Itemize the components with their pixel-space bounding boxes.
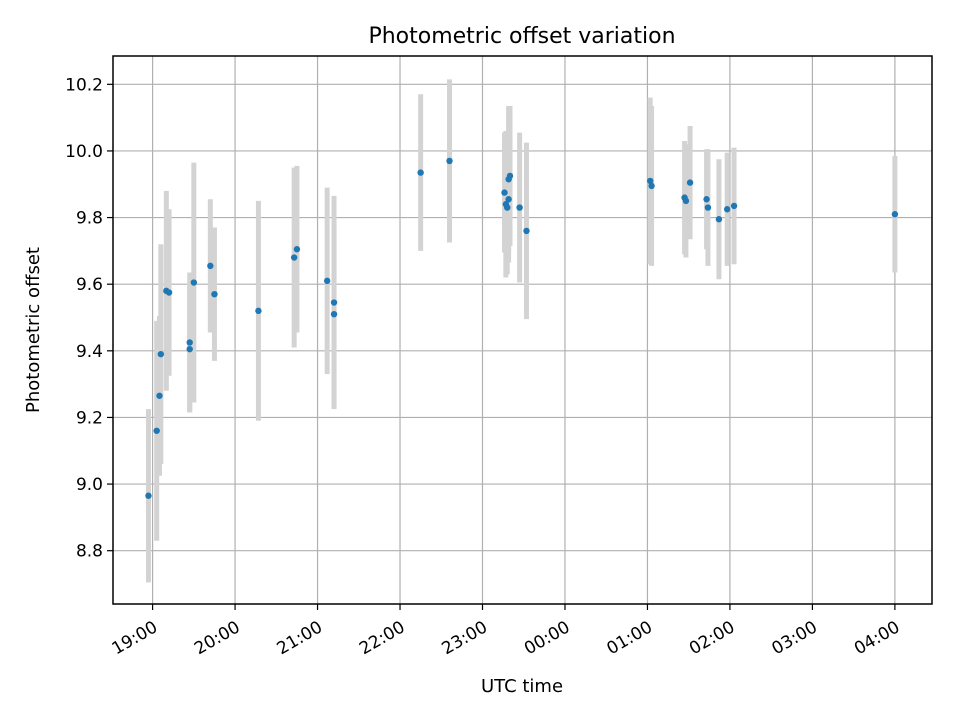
error-bar-layer — [145, 79, 898, 583]
y-tick-label: 9.2 — [76, 408, 103, 428]
y-tick-label: 9.4 — [76, 342, 103, 362]
y-tick-label: 9.8 — [76, 209, 103, 229]
x-tick-label: 21:00 — [274, 617, 326, 659]
data-point — [190, 279, 198, 286]
data-point — [207, 262, 214, 270]
data-point — [153, 427, 160, 434]
data-point — [682, 197, 690, 205]
data-point — [255, 307, 262, 315]
data-point — [506, 172, 514, 180]
data-point — [145, 492, 152, 499]
y-tick-label: 9.6 — [76, 275, 103, 295]
data-point — [686, 179, 694, 186]
data-point — [323, 277, 331, 285]
data-point — [516, 204, 523, 211]
x-tick-label: 19:00 — [109, 617, 161, 659]
data-point — [504, 204, 511, 211]
data-point — [704, 204, 712, 211]
y-axis-label: Photometric offset — [23, 247, 44, 413]
data-point — [647, 177, 654, 185]
y-tick-label: 8.8 — [76, 542, 103, 562]
data-point — [293, 246, 301, 253]
data-point — [186, 339, 193, 346]
data-point — [703, 196, 710, 203]
x-tick-label: 04:00 — [851, 617, 903, 659]
data-point — [330, 310, 338, 318]
data-point — [156, 392, 163, 399]
data-point — [715, 216, 723, 223]
grid-layer — [113, 56, 932, 604]
data-point — [165, 289, 173, 296]
data-point — [417, 169, 424, 176]
data-point — [523, 227, 530, 235]
data-point — [505, 196, 512, 203]
plot-frame — [112, 55, 933, 605]
x-tick-label: 00:00 — [521, 617, 573, 659]
x-tick-label: 23:00 — [439, 617, 491, 659]
y-tick-label: 10.2 — [65, 75, 103, 95]
data-point-layer — [145, 157, 899, 499]
data-point — [730, 202, 738, 210]
x-tick-label: 03:00 — [768, 617, 820, 659]
x-tick-label: 01:00 — [604, 617, 656, 659]
data-point — [501, 189, 508, 196]
chart-title: Photometric offset variation — [368, 24, 675, 49]
data-point — [891, 211, 899, 218]
y-tick-label: 10.0 — [65, 142, 103, 162]
x-tick-label: 22:00 — [356, 617, 408, 659]
data-point — [211, 290, 218, 298]
data-point — [157, 350, 165, 358]
data-point — [648, 182, 655, 190]
data-point — [330, 299, 338, 306]
data-point — [446, 157, 453, 165]
data-point — [290, 254, 298, 261]
data-point — [723, 206, 731, 213]
data-point — [186, 345, 193, 353]
y-tick-label: 9.0 — [76, 475, 103, 495]
x-tick-label: 20:00 — [191, 617, 243, 659]
x-axis-label: UTC time — [481, 676, 563, 697]
x-tick-label: 02:00 — [686, 617, 738, 659]
